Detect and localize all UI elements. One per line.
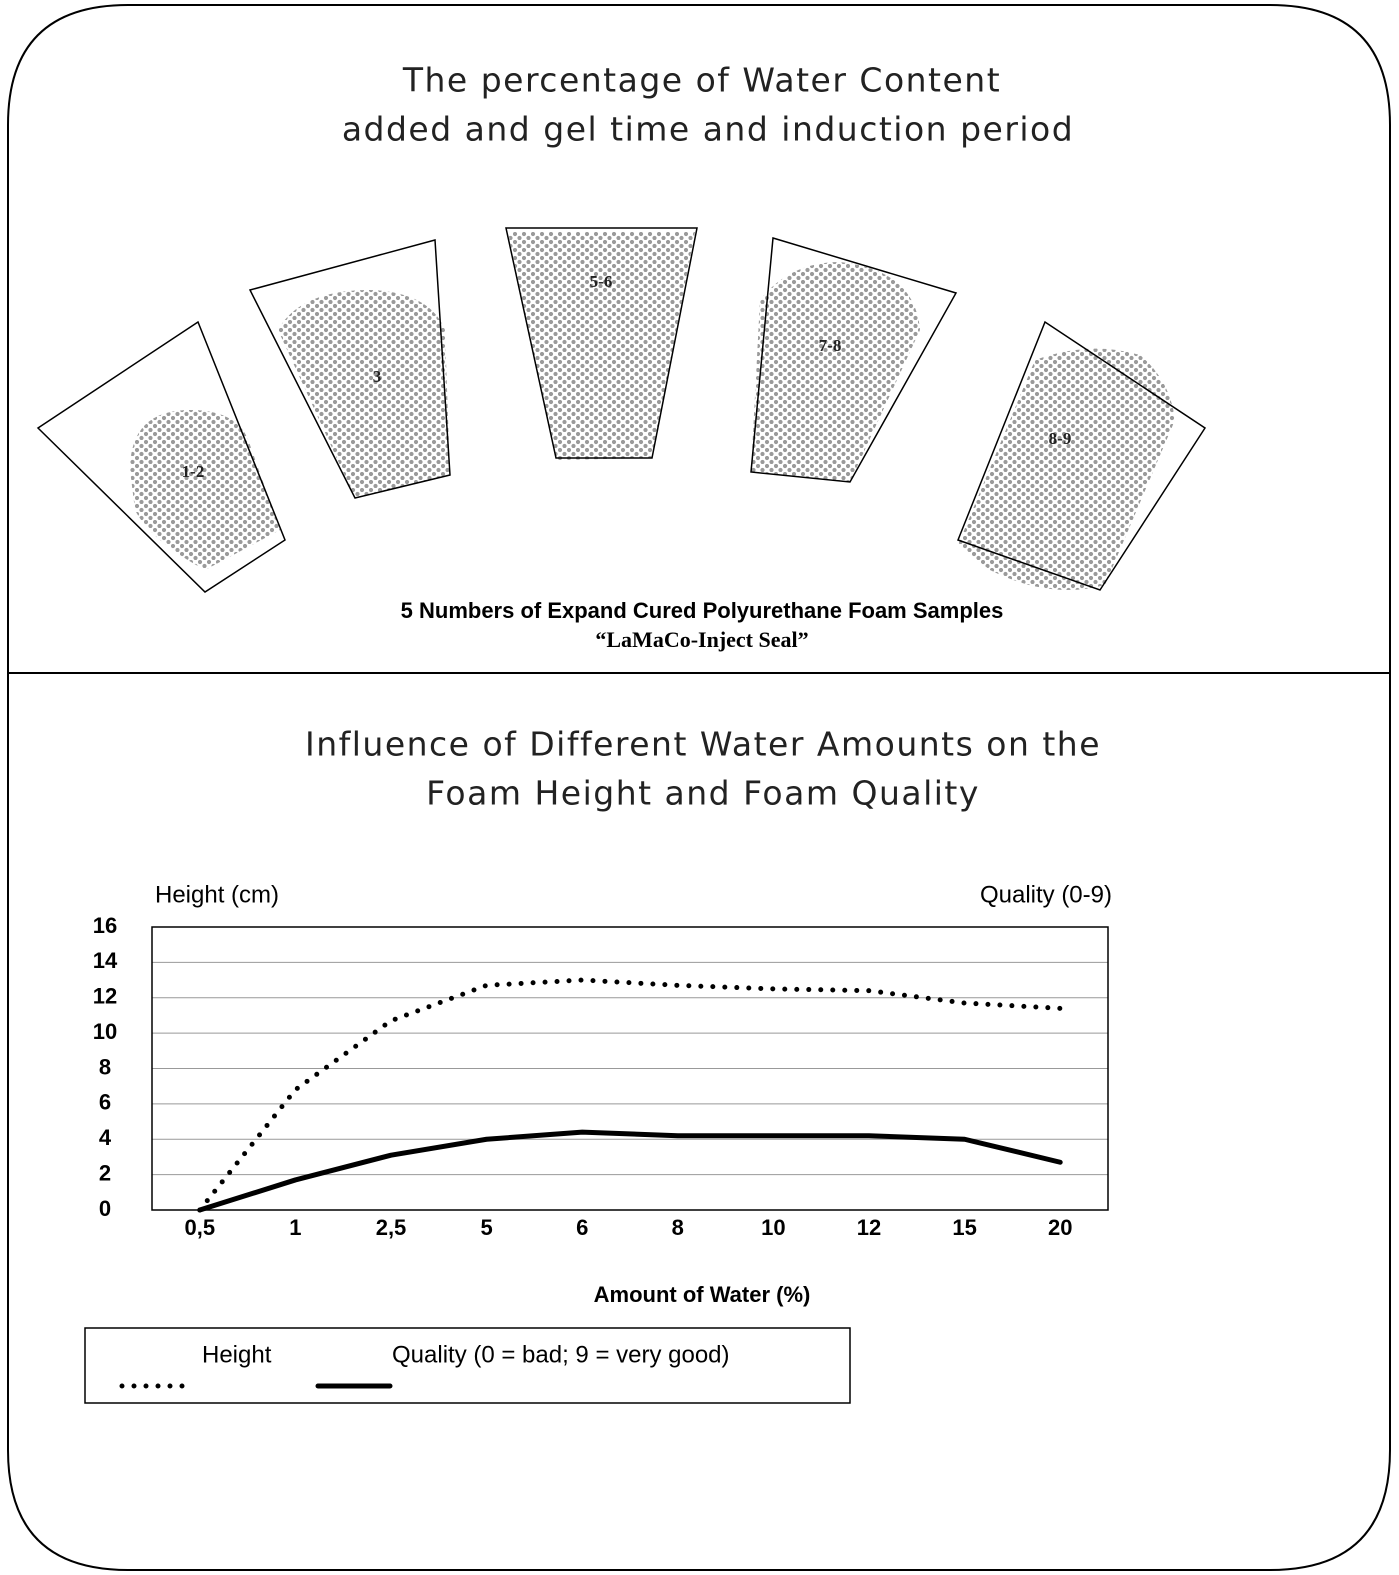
y-tick-label: 4 bbox=[99, 1125, 112, 1150]
y-tick-label: 10 bbox=[93, 1019, 117, 1044]
foam-samples: 1-2 3 5-6 7-8 8-9 bbox=[38, 228, 1205, 592]
legend-label: Quality (0 = bad; 9 = very good) bbox=[392, 1341, 730, 1368]
x-tick-label: 1 bbox=[289, 1215, 301, 1240]
y-tick-label: 8 bbox=[99, 1054, 111, 1079]
foam bbox=[958, 349, 1175, 590]
caption: 5 Numbers of Expand Cured Polyurethane F… bbox=[401, 598, 1004, 623]
y-tick-label: 14 bbox=[93, 948, 118, 973]
sample-label: 5-6 bbox=[590, 272, 613, 291]
chart: 0 2 4 6 8 10 12 14 16 0,5 1 2,5 5 6 8 10 12 15 20 bbox=[93, 913, 1108, 1386]
foam bbox=[751, 262, 920, 482]
foam bbox=[278, 290, 450, 498]
sample-label: 7-8 bbox=[819, 336, 842, 355]
x-tick-label: 0,5 bbox=[185, 1215, 216, 1240]
x-tick-label: 15 bbox=[952, 1215, 976, 1240]
legend-label: Height bbox=[202, 1341, 272, 1368]
x-tick-label: 2,5 bbox=[376, 1215, 407, 1240]
diagram-title: added and gel time and induction period bbox=[342, 110, 1074, 149]
foam bbox=[130, 410, 280, 570]
x-tick-label: 20 bbox=[1048, 1215, 1072, 1240]
sample-label: 8-9 bbox=[1049, 429, 1072, 448]
sample-label: 1-2 bbox=[182, 462, 205, 481]
series-line bbox=[200, 1132, 1060, 1210]
caption: “LaMaCo-Inject Seal” bbox=[595, 627, 808, 652]
y-tick-label: 12 bbox=[93, 984, 117, 1009]
y-tick-label: 0 bbox=[99, 1196, 111, 1221]
x-tick-label: 10 bbox=[761, 1215, 785, 1240]
y-axis-label: Height (cm) bbox=[155, 881, 279, 908]
y-tick-label: 16 bbox=[93, 913, 117, 938]
x-axis-label: Amount of Water (%) bbox=[594, 1282, 811, 1307]
x-tick-label: 5 bbox=[480, 1215, 492, 1240]
chart-title: Influence of Different Water Amounts on … bbox=[305, 725, 1101, 764]
foam bbox=[508, 232, 695, 460]
x-tick-label: 8 bbox=[672, 1215, 684, 1240]
sample-label: 3 bbox=[373, 367, 382, 386]
diagram-title: The percentage of Water Content bbox=[402, 61, 1001, 100]
x-tick-label: 6 bbox=[576, 1215, 588, 1240]
chart-title: Foam Height and Foam Quality bbox=[426, 774, 980, 813]
series-line bbox=[200, 980, 1060, 1210]
x-tick-label: 12 bbox=[857, 1215, 881, 1240]
y2-axis-label: Quality (0-9) bbox=[980, 881, 1112, 908]
page: The percentage of Water Content added an… bbox=[0, 0, 1399, 1575]
y-tick-label: 2 bbox=[99, 1160, 111, 1185]
y-tick-label: 6 bbox=[99, 1090, 111, 1115]
